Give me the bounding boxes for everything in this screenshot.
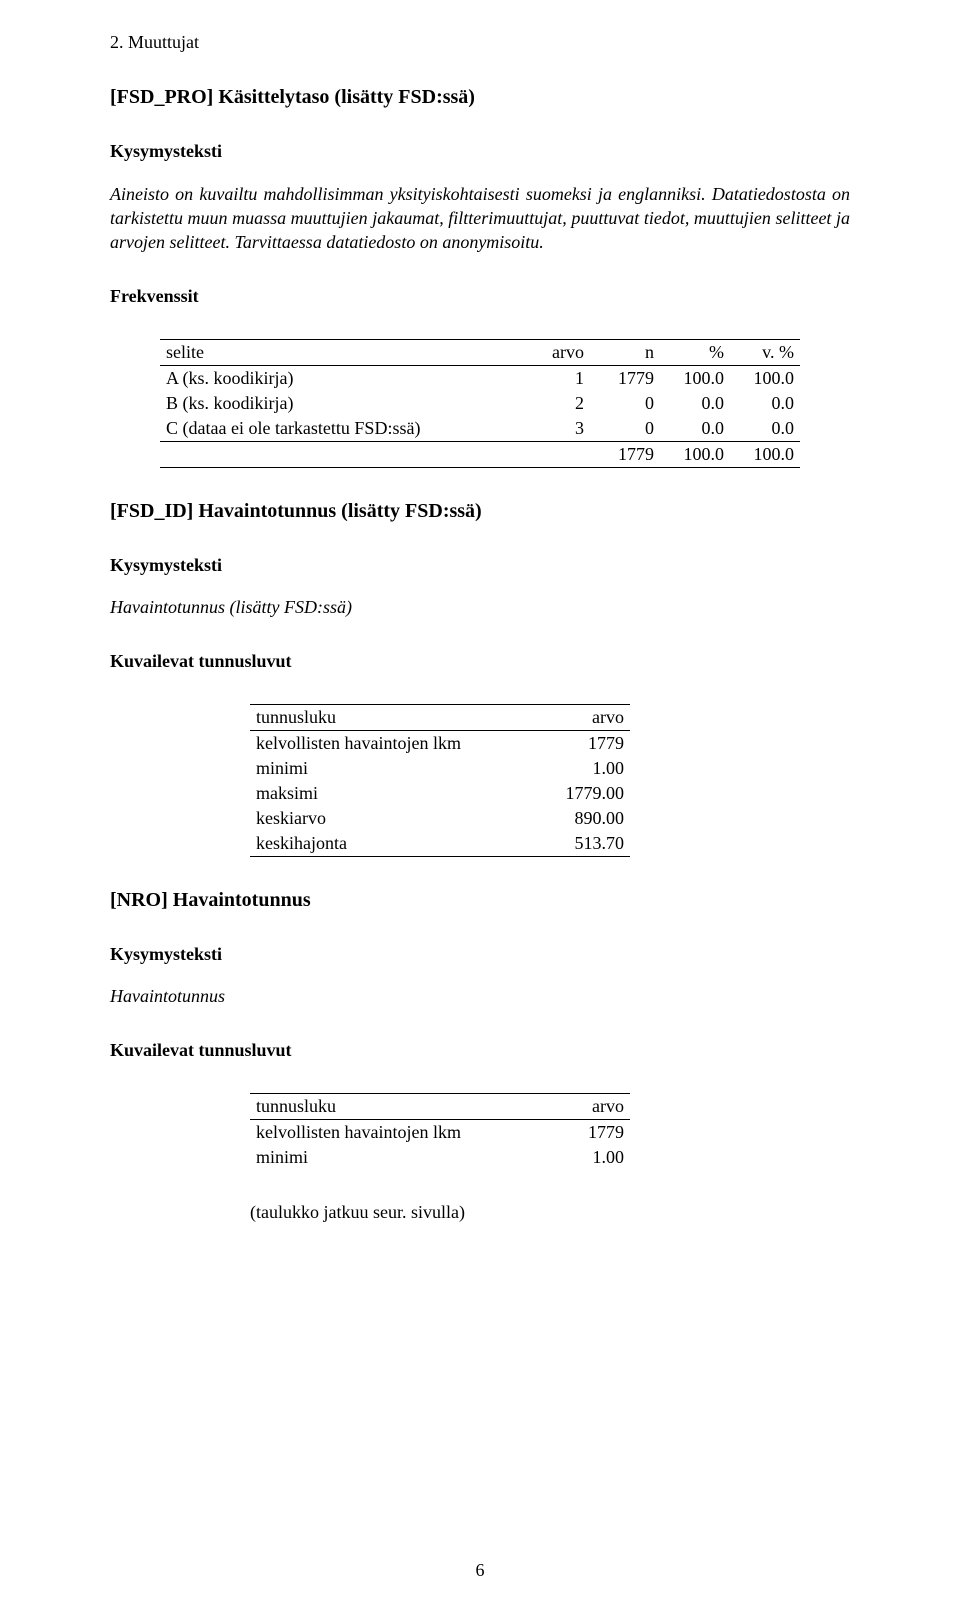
stats-table: tunnusluku arvo kelvollisten havaintojen… [250, 704, 630, 857]
table-header-row: selite arvo n % v. % [160, 339, 800, 365]
table-row: kelvollisten havaintojen lkm 1779 [250, 1119, 630, 1145]
frequencies-label: Frekvenssit [110, 284, 850, 308]
table-header-row: tunnusluku arvo [250, 704, 630, 730]
col-arvo: arvo [561, 1093, 630, 1119]
col-pct: % [660, 339, 730, 365]
table-total-row: 1779 100.0 100.0 [160, 441, 800, 467]
table-row: C (dataa ei ole tarkastettu FSD:ssä) 3 0… [160, 416, 800, 442]
col-tunnusluku: tunnusluku [250, 1093, 561, 1119]
running-header: 2. Muuttujat [110, 30, 850, 54]
question-text: Aineisto on kuvailtu mahdollisimman yksi… [110, 182, 850, 255]
table-row: B (ks. koodikirja) 2 0 0.0 0.0 [160, 391, 800, 416]
stats-label: Kuvailevat tunnusluvut [110, 1038, 850, 1062]
table-row: keskihajonta 513.70 [250, 831, 630, 857]
table-row: keskiarvo 890.00 [250, 806, 630, 831]
col-selite: selite [160, 339, 520, 365]
page: 2. Muuttujat [FSD_PRO] Käsittelytaso (li… [0, 0, 960, 1605]
stats-label: Kuvailevat tunnusluvut [110, 649, 850, 673]
question-text: Havaintotunnus (lisätty FSD:ssä) [110, 595, 850, 619]
col-arvo: arvo [537, 704, 630, 730]
table-header-row: tunnusluku arvo [250, 1093, 630, 1119]
table-row: kelvollisten havaintojen lkm 1779 [250, 730, 630, 756]
frequencies-table: selite arvo n % v. % A (ks. koodikirja) … [160, 339, 800, 468]
col-n: n [590, 339, 660, 365]
section-title-fsd-id: [FSD_ID] Havaintotunnus (lisätty FSD:ssä… [110, 498, 850, 525]
col-arvo: arvo [520, 339, 590, 365]
section-title-fsd-pro: [FSD_PRO] Käsittelytaso (lisätty FSD:ssä… [110, 84, 850, 111]
table-row: maksimi 1779.00 [250, 781, 630, 806]
table-row: minimi 1.00 [250, 1145, 630, 1170]
question-label: Kysymysteksti [110, 139, 850, 163]
stats-table: tunnusluku arvo kelvollisten havaintojen… [250, 1093, 630, 1170]
table-continues-note: (taulukko jatkuu seur. sivulla) [250, 1200, 850, 1224]
col-tunnusluku: tunnusluku [250, 704, 537, 730]
question-text: Havaintotunnus [110, 984, 850, 1008]
section-title-nro: [NRO] Havaintotunnus [110, 887, 850, 914]
table-row: A (ks. koodikirja) 1 1779 100.0 100.0 [160, 365, 800, 391]
page-number: 6 [0, 1560, 960, 1581]
col-vpct: v. % [730, 339, 800, 365]
question-label: Kysymysteksti [110, 942, 850, 966]
table-row: minimi 1.00 [250, 756, 630, 781]
question-label: Kysymysteksti [110, 553, 850, 577]
